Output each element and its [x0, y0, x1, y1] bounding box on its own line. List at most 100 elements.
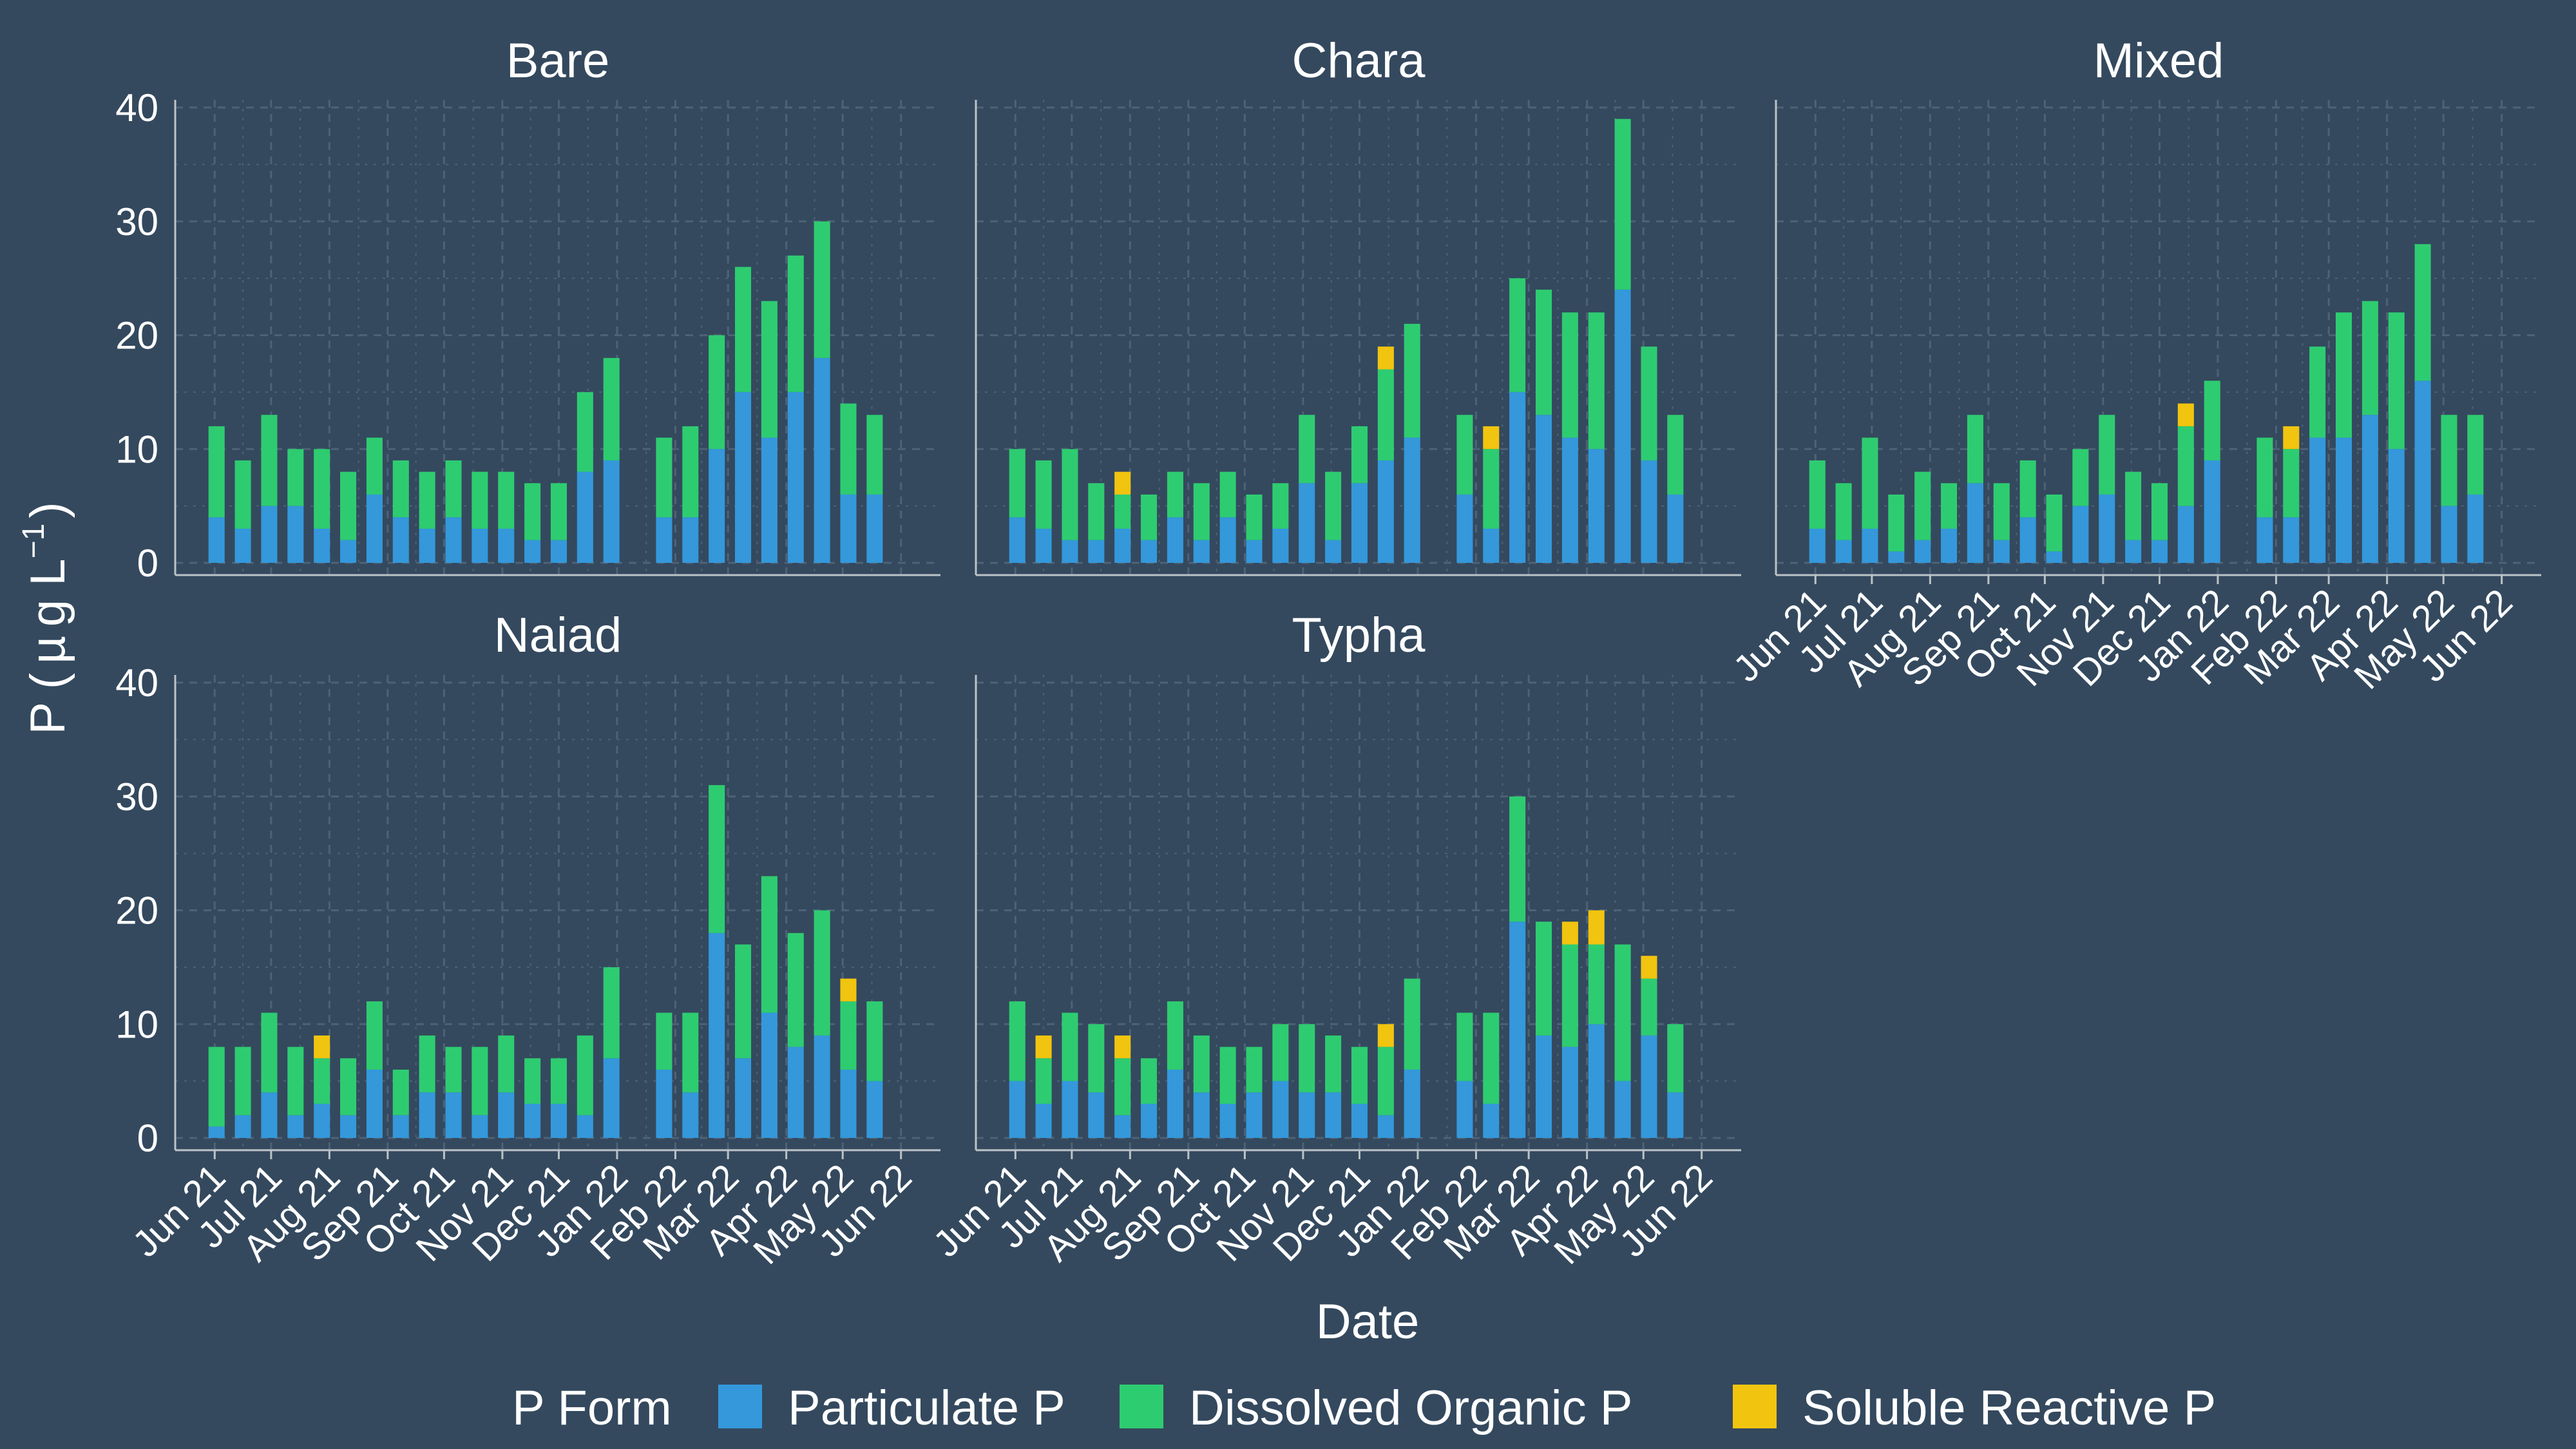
bar-segment-particulate-p: [1246, 1092, 1263, 1138]
bar-segment-particulate-p: [2046, 551, 2063, 563]
bar-segment-particulate-p: [445, 517, 462, 563]
bar-segment-particulate-p: [1114, 528, 1131, 563]
bar-segment-particulate-p: [761, 1012, 778, 1138]
bar-segment-dissolved-organic-p: [603, 967, 620, 1059]
bar-segment-dissolved-organic-p: [1325, 1035, 1342, 1093]
bar-segment-soluble-reactive-p: [2283, 426, 2300, 450]
bar-segment-dissolved-organic-p: [1193, 1035, 1210, 1093]
bar-segment-particulate-p: [1377, 460, 1394, 563]
bar-segment-dissolved-organic-p: [1272, 483, 1289, 529]
bar-segment-particulate-p: [1588, 449, 1605, 563]
bar-segment-soluble-reactive-p: [1588, 910, 1605, 945]
facet-panel-bare: 0 10 20 30 40 Bare: [115, 33, 940, 585]
bar-segment-dissolved-organic-p: [419, 1035, 435, 1093]
bar-segment-dissolved-organic-p: [1535, 922, 1552, 1036]
bar-segment-dissolved-organic-p: [840, 403, 857, 495]
bar-segment-particulate-p: [787, 1046, 804, 1138]
legend-label: Soluble Reactive P: [1802, 1381, 2216, 1435]
y-tick-label: 20: [115, 314, 158, 357]
bar-segment-dissolved-organic-p: [419, 471, 435, 529]
bar-segment-dissolved-organic-p: [1114, 494, 1131, 529]
bar-segment-particulate-p: [2414, 381, 2431, 563]
bar-segment-soluble-reactive-p: [1561, 922, 1578, 945]
bar-segment-dissolved-organic-p: [287, 1046, 304, 1115]
bar-segment-dissolved-organic-p: [208, 426, 225, 518]
y-tick-label: 30: [115, 200, 158, 243]
bar-segment-particulate-p: [550, 540, 567, 563]
bar-segment-particulate-p: [1088, 1092, 1105, 1138]
bar-segment-particulate-p: [1351, 1103, 1368, 1138]
bar-segment-particulate-p: [524, 540, 541, 563]
bar-segment-particulate-p: [234, 528, 251, 563]
bar-segment-dissolved-organic-p: [1888, 494, 1905, 552]
bar-segment-soluble-reactive-p: [1377, 1024, 1394, 1047]
bar-segment-dissolved-organic-p: [472, 1046, 488, 1115]
bar-segment-particulate-p: [1219, 1103, 1236, 1138]
bar-segment-particulate-p: [1246, 540, 1263, 563]
bar-segment-dissolved-organic-p: [498, 471, 515, 529]
bar-segment-dissolved-organic-p: [734, 944, 752, 1059]
bar-segment-particulate-p: [1009, 517, 1026, 563]
bar-segment-dissolved-organic-p: [1614, 118, 1631, 290]
y-tick-label: 0: [137, 542, 158, 585]
bar-segment-particulate-p: [1993, 540, 2010, 563]
facet-title: Bare: [506, 33, 610, 88]
bar-segment-particulate-p: [550, 1103, 567, 1138]
bar-segment-particulate-p: [261, 506, 278, 563]
bar-segment-dissolved-organic-p: [2414, 244, 2431, 381]
bar-segment-particulate-p: [1272, 1081, 1289, 1138]
bar-segment-dissolved-organic-p: [2046, 494, 2063, 552]
y-axis-title: P (µg L−1): [17, 502, 75, 734]
bar-segment-particulate-p: [1035, 528, 1052, 563]
y-tick-label: 40: [115, 86, 158, 129]
bar-segment-particulate-p: [472, 528, 488, 563]
bar-segment-dissolved-organic-p: [866, 1001, 883, 1081]
bar-segment-dissolved-organic-p: [1009, 1001, 1026, 1081]
bar-segment-dissolved-organic-p: [1193, 483, 1210, 540]
bar-segment-dissolved-organic-p: [2309, 346, 2326, 438]
bar-segment-particulate-p: [2388, 449, 2405, 563]
bar-segment-dissolved-organic-p: [1641, 978, 1657, 1036]
bar-segment-dissolved-organic-p: [1667, 1024, 1684, 1093]
bar-segment-particulate-p: [1561, 1046, 1578, 1138]
bar-segment-particulate-p: [2335, 437, 2352, 563]
bar-segment-particulate-p: [1614, 1081, 1631, 1138]
bar-segment-particulate-p: [814, 357, 830, 563]
facet-panel-chara: Chara: [975, 33, 1741, 576]
bar-segment-dissolved-organic-p: [840, 1001, 857, 1070]
bar-segment-dissolved-organic-p: [1272, 1024, 1289, 1081]
bar-segment-particulate-p: [366, 1069, 383, 1138]
bar-segment-particulate-p: [208, 1126, 225, 1138]
bar-segment-particulate-p: [1535, 1035, 1552, 1138]
bar-segment-dissolved-organic-p: [261, 415, 278, 506]
bar-segment-dissolved-organic-p: [340, 471, 357, 540]
bar-segment-dissolved-organic-p: [866, 415, 883, 495]
bar-segment-dissolved-organic-p: [1862, 437, 1878, 529]
bar-segment-particulate-p: [577, 1115, 593, 1138]
legend-label: Dissolved Organic P: [1189, 1381, 1633, 1435]
bar-segment-particulate-p: [709, 449, 725, 563]
bar-segment-particulate-p: [1193, 1092, 1210, 1138]
bar-segment-particulate-p: [1062, 540, 1078, 563]
bar-segment-soluble-reactive-p: [1377, 346, 1394, 370]
bar-segment-particulate-p: [1888, 551, 1905, 563]
bar-segment-dissolved-organic-p: [1035, 460, 1052, 529]
bar-segment-particulate-p: [1141, 540, 1158, 563]
bar-segment-dissolved-organic-p: [1914, 471, 1931, 540]
bar-segment-particulate-p: [419, 1092, 435, 1138]
bar-segment-soluble-reactive-p: [840, 978, 857, 1001]
bar-segment-dissolved-organic-p: [1483, 1012, 1500, 1104]
bar-segment-dissolved-organic-p: [234, 460, 251, 529]
bar-segment-dissolved-organic-p: [1483, 449, 1500, 529]
bar-segment-particulate-p: [656, 1069, 673, 1138]
bar-segment-dissolved-organic-p: [761, 876, 778, 1013]
bar-segment-particulate-p: [1062, 1081, 1078, 1138]
legend-title: P Form: [512, 1381, 672, 1435]
bar-segment-dissolved-organic-p: [340, 1058, 357, 1115]
bar-segment-dissolved-organic-p: [2019, 460, 2036, 518]
bar-segment-particulate-p: [1167, 1069, 1183, 1138]
bar-segment-dissolved-organic-p: [1377, 369, 1394, 460]
bar-segment-soluble-reactive-p: [1114, 471, 1131, 495]
x-axis-title: Date: [1316, 1294, 1420, 1349]
